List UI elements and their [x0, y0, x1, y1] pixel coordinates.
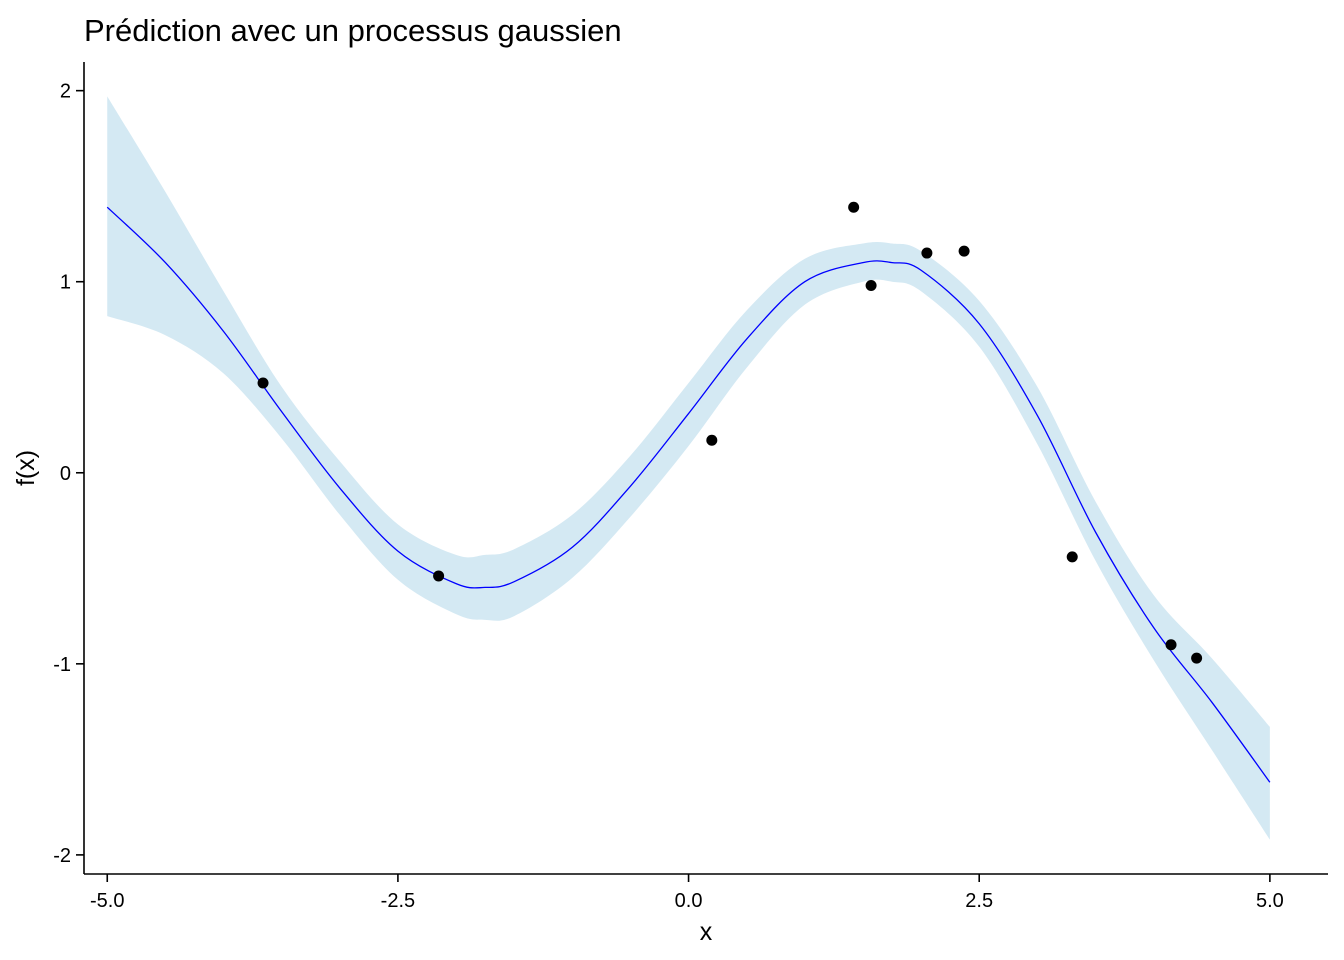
mean-prediction-line	[106, 206, 1271, 783]
data-point	[848, 201, 860, 213]
x-tick-label: -5.0	[90, 890, 124, 912]
data-point	[1191, 652, 1203, 664]
data-point	[1165, 639, 1177, 651]
data-point	[257, 377, 269, 389]
data-point	[921, 247, 933, 259]
data-point	[958, 245, 970, 257]
data-point	[706, 434, 718, 446]
x-tick-label: 2.5	[965, 890, 993, 912]
y-axis-title: f(x)	[12, 450, 40, 486]
x-tick-label: 5.0	[1256, 890, 1284, 912]
chart-title: Prédiction avec un processus gaussien	[84, 13, 622, 48]
y-tick-label: -2	[53, 845, 71, 867]
x-axis-title: x	[700, 918, 713, 946]
data-point	[433, 570, 445, 582]
y-tick-label: 2	[60, 81, 71, 103]
data-point	[865, 280, 877, 292]
y-tick-label: -1	[53, 654, 71, 676]
plot-area	[106, 96, 1271, 840]
x-tick-label: -2.5	[381, 890, 415, 912]
confidence-band	[107, 96, 1270, 840]
y-axis-ticks: -2 -1 0 1 2	[53, 81, 84, 867]
x-tick-label: 0.0	[675, 890, 703, 912]
x-axis-ticks: -5.0 -2.5 0.0 2.5 5.0	[90, 874, 1284, 912]
y-tick-label: 1	[60, 272, 71, 294]
y-tick-label: 0	[60, 463, 71, 485]
data-point	[1066, 551, 1078, 563]
